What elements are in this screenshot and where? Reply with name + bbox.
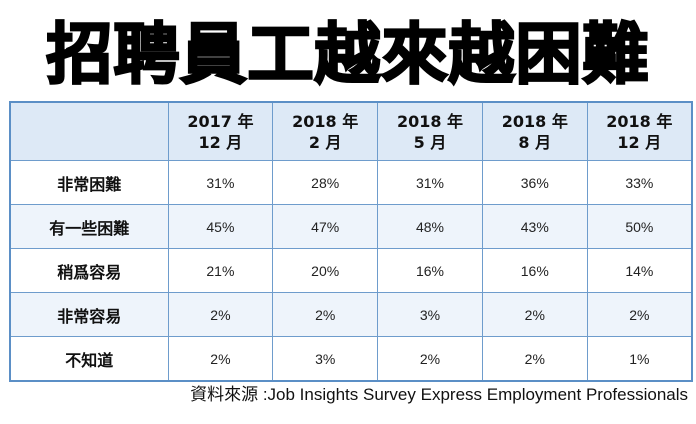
column-header-year: 2018 年 xyxy=(501,111,568,131)
corner-cell xyxy=(9,101,169,161)
column-header-year: 2018 年 xyxy=(396,111,464,131)
table-cell: 1% xyxy=(586,336,693,382)
column-header-year: 2018 年 xyxy=(292,111,359,131)
header-row: 2017 年 12 月 2018 年 2 月 2018 年 5 月 2018 年… xyxy=(9,101,693,161)
row-label: 不知道 xyxy=(9,336,169,382)
column-header-month: 12 月 xyxy=(198,132,243,152)
table-cell: 47% xyxy=(272,204,379,249)
table-cell: 33% xyxy=(586,160,693,205)
table-cell: 31% xyxy=(377,160,483,205)
column-header: 2018 年 12 月 xyxy=(586,101,693,161)
column-header-month: 12 月 xyxy=(617,132,662,152)
column-header-month: 2 月 xyxy=(308,132,342,152)
row-label: 非常困難 xyxy=(9,160,169,205)
table-row: 非常容易 2% 2% 3% 2% 2% xyxy=(9,292,693,337)
table-cell: 20% xyxy=(272,248,379,293)
row-label: 有一些困難 xyxy=(9,204,169,249)
source-note: 資料來源 :Job Insights Survey Express Employ… xyxy=(190,385,688,404)
column-header-year: 2018 年 xyxy=(606,111,673,131)
table-cell: 31% xyxy=(167,160,274,205)
table-cell: 2% xyxy=(272,292,379,337)
table-cell: 16% xyxy=(481,248,588,293)
column-header: 2018 年 2 月 xyxy=(272,101,379,161)
table-cell: 50% xyxy=(586,204,693,249)
table-cell: 36% xyxy=(481,160,588,205)
column-header-month: 8 月 xyxy=(518,132,552,152)
row-label: 非常容易 xyxy=(9,292,169,337)
table-cell: 2% xyxy=(481,292,588,337)
survey-table-container: 2017 年 12 月 2018 年 2 月 2018 年 5 月 2018 年… xyxy=(9,101,693,382)
table-row: 非常困難 31% 28% 31% 36% 33% xyxy=(9,160,693,205)
table-cell: 2% xyxy=(586,292,693,337)
table-cell: 3% xyxy=(272,336,379,382)
table-cell: 3% xyxy=(377,292,483,337)
column-header-month: 5 月 xyxy=(413,132,447,152)
row-label: 稍爲容易 xyxy=(9,248,169,293)
table-cell: 2% xyxy=(167,292,274,337)
table-cell: 48% xyxy=(377,204,483,249)
table-cell: 16% xyxy=(377,248,483,293)
table-cell: 2% xyxy=(481,336,588,382)
table-cell: 43% xyxy=(481,204,588,249)
table-row: 有一些困難 45% 47% 48% 43% 50% xyxy=(9,204,693,249)
table-cell: 14% xyxy=(586,248,693,293)
chart-title: 招聘員工越來越困難 xyxy=(45,15,650,95)
column-header: 2017 年 12 月 xyxy=(167,101,274,161)
survey-table: 2017 年 12 月 2018 年 2 月 2018 年 5 月 2018 年… xyxy=(9,101,693,382)
column-header: 2018 年 8 月 xyxy=(481,101,588,161)
table-cell: 21% xyxy=(167,248,274,293)
table-cell: 28% xyxy=(272,160,379,205)
table-cell: 2% xyxy=(377,336,483,382)
column-header: 2018 年 5 月 xyxy=(377,101,483,161)
column-header-year: 2017 年 xyxy=(187,111,254,131)
table-cell: 45% xyxy=(167,204,274,249)
table-row: 不知道 2% 3% 2% 2% 1% xyxy=(9,336,693,382)
table-row: 稍爲容易 21% 20% 16% 16% 14% xyxy=(9,248,693,293)
table-cell: 2% xyxy=(167,336,274,382)
